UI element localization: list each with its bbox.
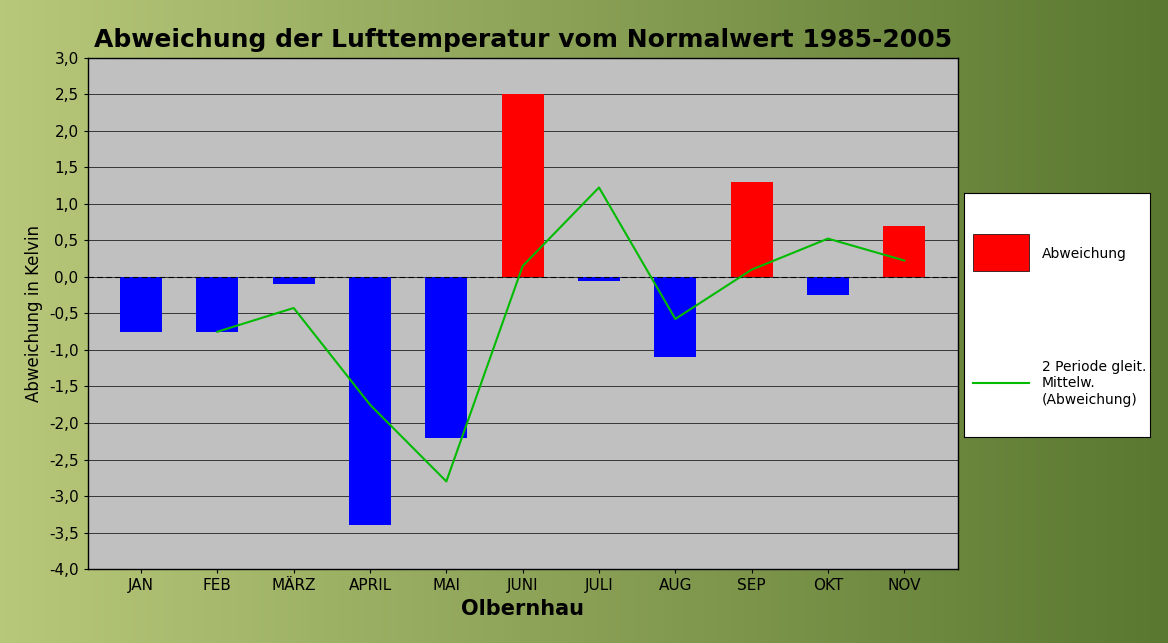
Bar: [272, 277, 314, 284]
Bar: [349, 277, 391, 525]
Bar: [883, 226, 925, 277]
Bar: [425, 277, 467, 438]
Text: 2 Periode gleit.
Mittelw.
(Abweichung): 2 Periode gleit. Mittelw. (Abweichung): [1042, 360, 1147, 406]
Y-axis label: Abweichung in Kelvin: Abweichung in Kelvin: [26, 225, 43, 402]
Bar: [654, 277, 696, 358]
Text: Abweichung: Abweichung: [1042, 247, 1127, 261]
FancyBboxPatch shape: [973, 235, 1029, 271]
Bar: [731, 182, 773, 277]
Title: Abweichung der Lufttemperatur vom Normalwert 1985-2005: Abweichung der Lufttemperatur vom Normal…: [93, 28, 952, 51]
X-axis label: Olbernhau: Olbernhau: [461, 599, 584, 619]
Bar: [502, 95, 543, 277]
Bar: [578, 277, 620, 280]
Bar: [807, 277, 849, 295]
Bar: [120, 277, 162, 332]
Bar: [196, 277, 238, 332]
